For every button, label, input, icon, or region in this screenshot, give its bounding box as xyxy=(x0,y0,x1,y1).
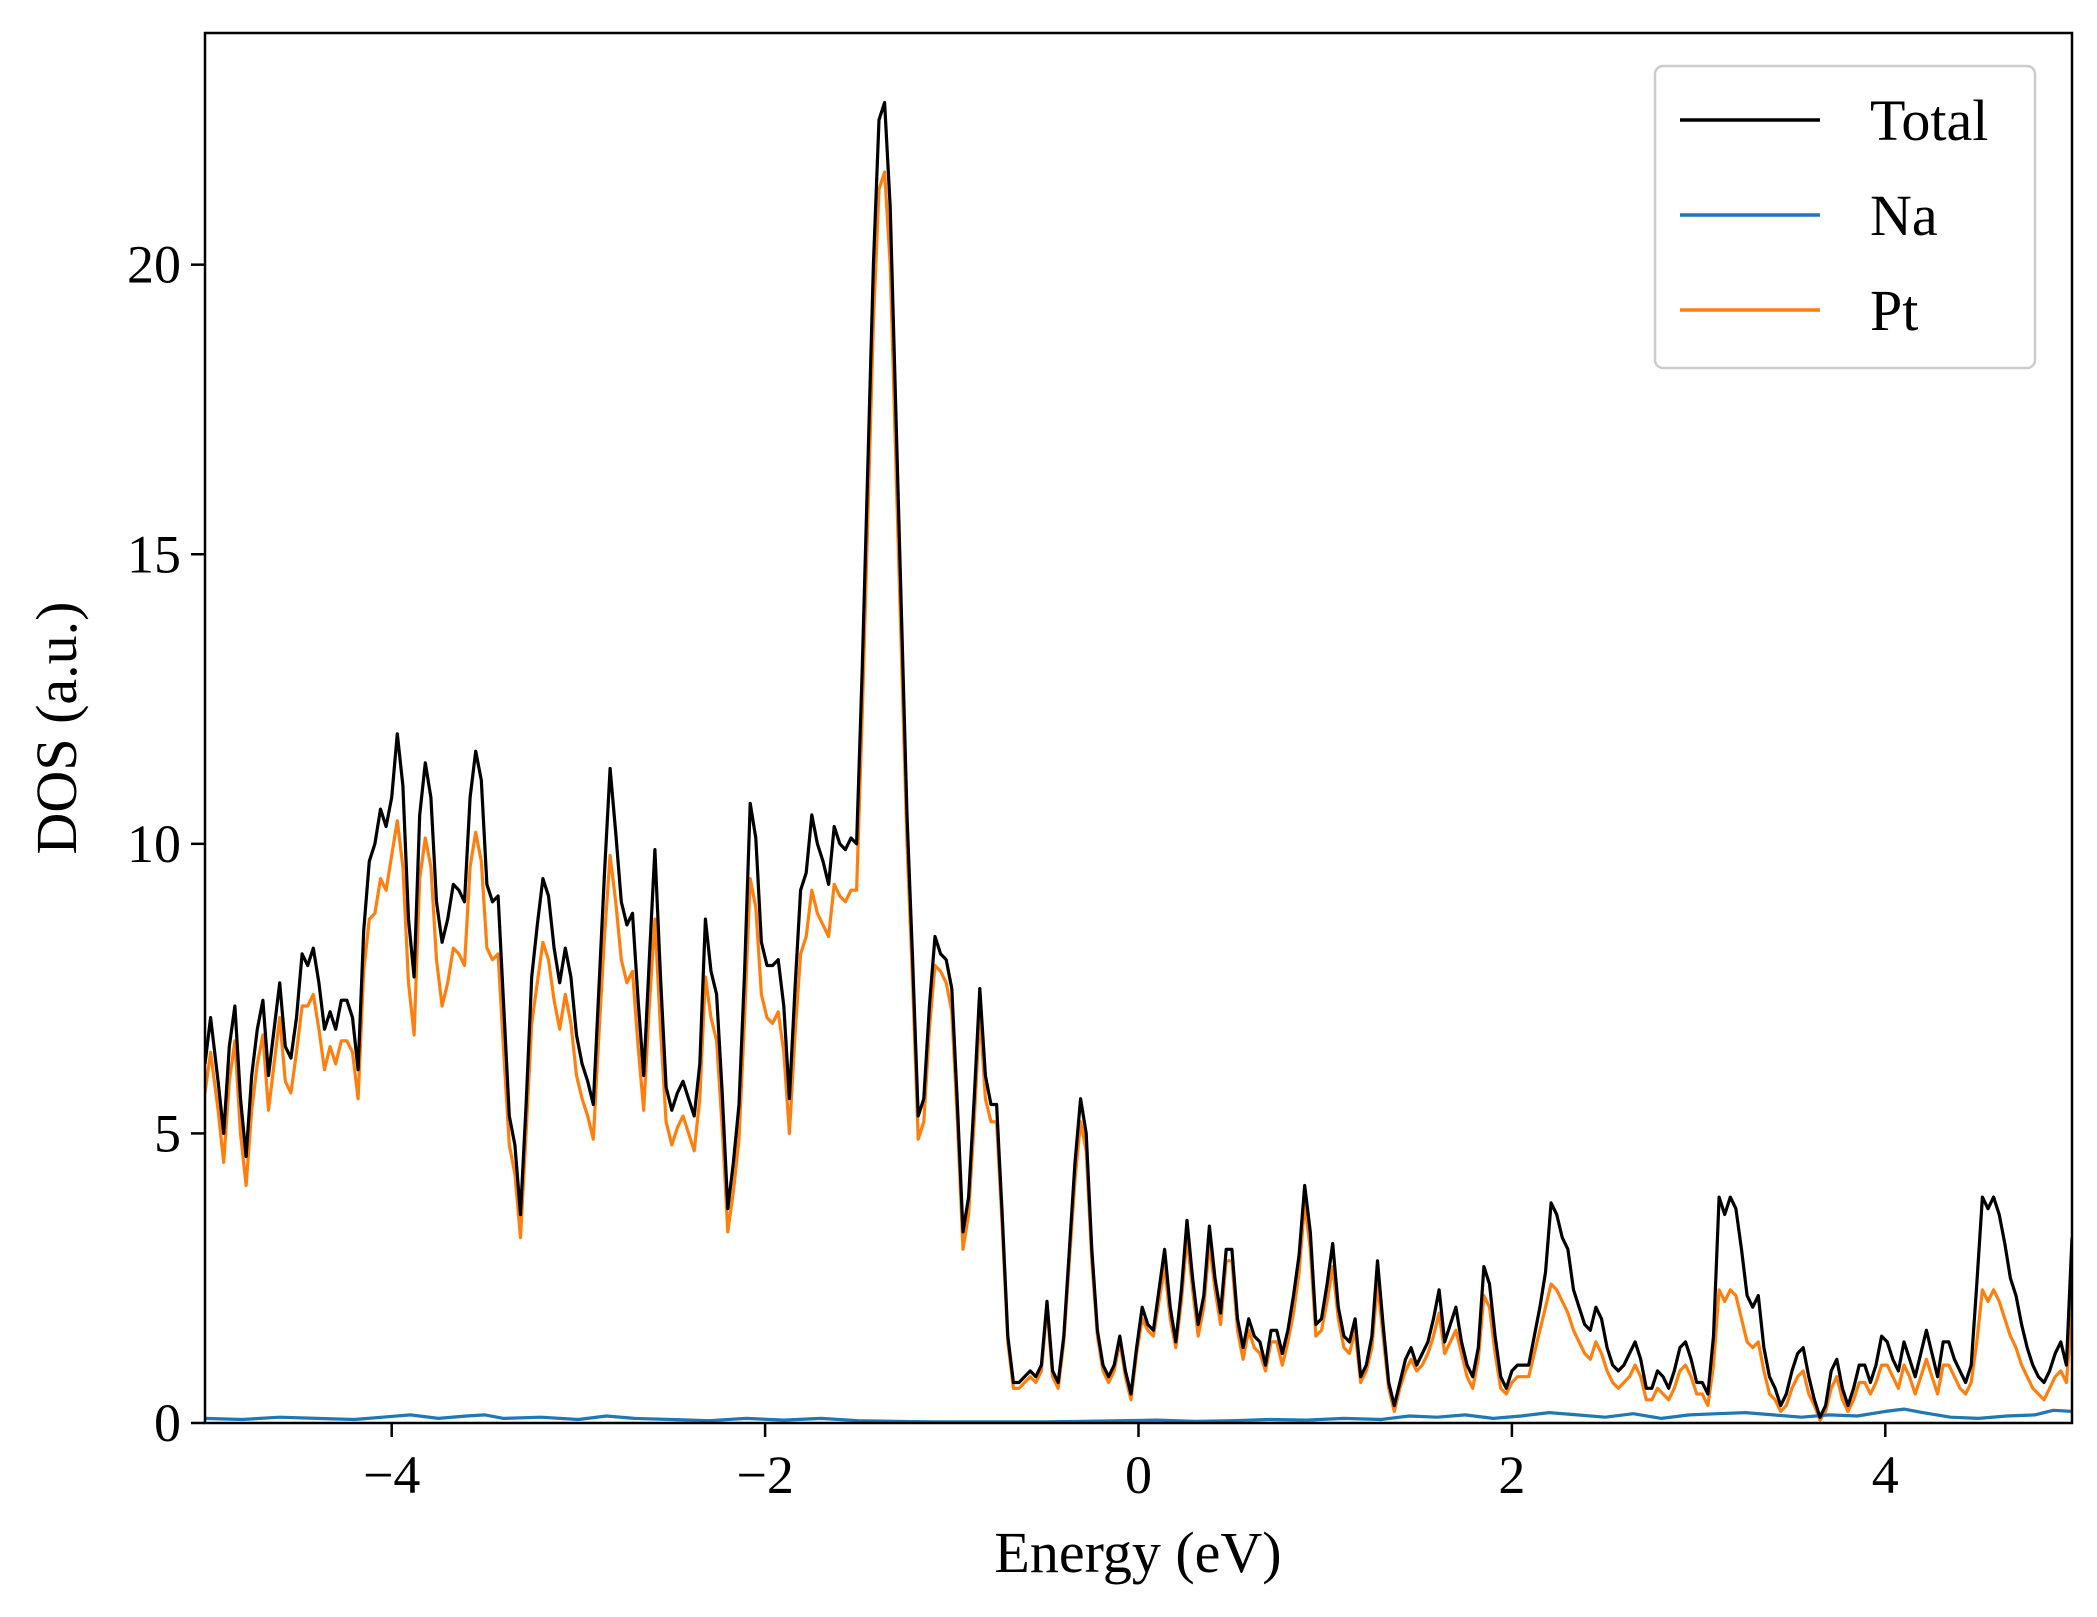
y-tick-label: 20 xyxy=(127,235,181,295)
x-tick-label: 4 xyxy=(1872,1445,1899,1505)
x-axis-title: Energy (eV) xyxy=(994,1520,1281,1585)
y-axis-title: DOS (a.u.) xyxy=(24,602,89,855)
x-tick-label: 0 xyxy=(1125,1445,1152,1505)
y-tick-label: 10 xyxy=(127,814,181,874)
legend-frame xyxy=(1653,64,2037,370)
y-tick-label: 5 xyxy=(154,1103,181,1163)
series-line-total xyxy=(205,100,2072,1419)
x-axis: −4 −2 0 2 4 xyxy=(363,1423,1899,1505)
series-layer xyxy=(205,100,2072,1423)
legend-label-na: Na xyxy=(1870,183,1938,248)
legend: Total Na Pt xyxy=(1653,64,2037,370)
series-line-na xyxy=(205,1407,2072,1423)
x-tick-label: −2 xyxy=(736,1445,793,1505)
y-tick-label: 0 xyxy=(154,1393,181,1453)
y-axis: 0 5 10 15 20 xyxy=(127,235,205,1453)
y-tick-label: 15 xyxy=(127,524,181,584)
legend-label-pt: Pt xyxy=(1870,278,1918,343)
x-tick-label: 2 xyxy=(1498,1445,1525,1505)
x-tick-label: −4 xyxy=(363,1445,420,1505)
legend-label-total: Total xyxy=(1870,88,1988,153)
